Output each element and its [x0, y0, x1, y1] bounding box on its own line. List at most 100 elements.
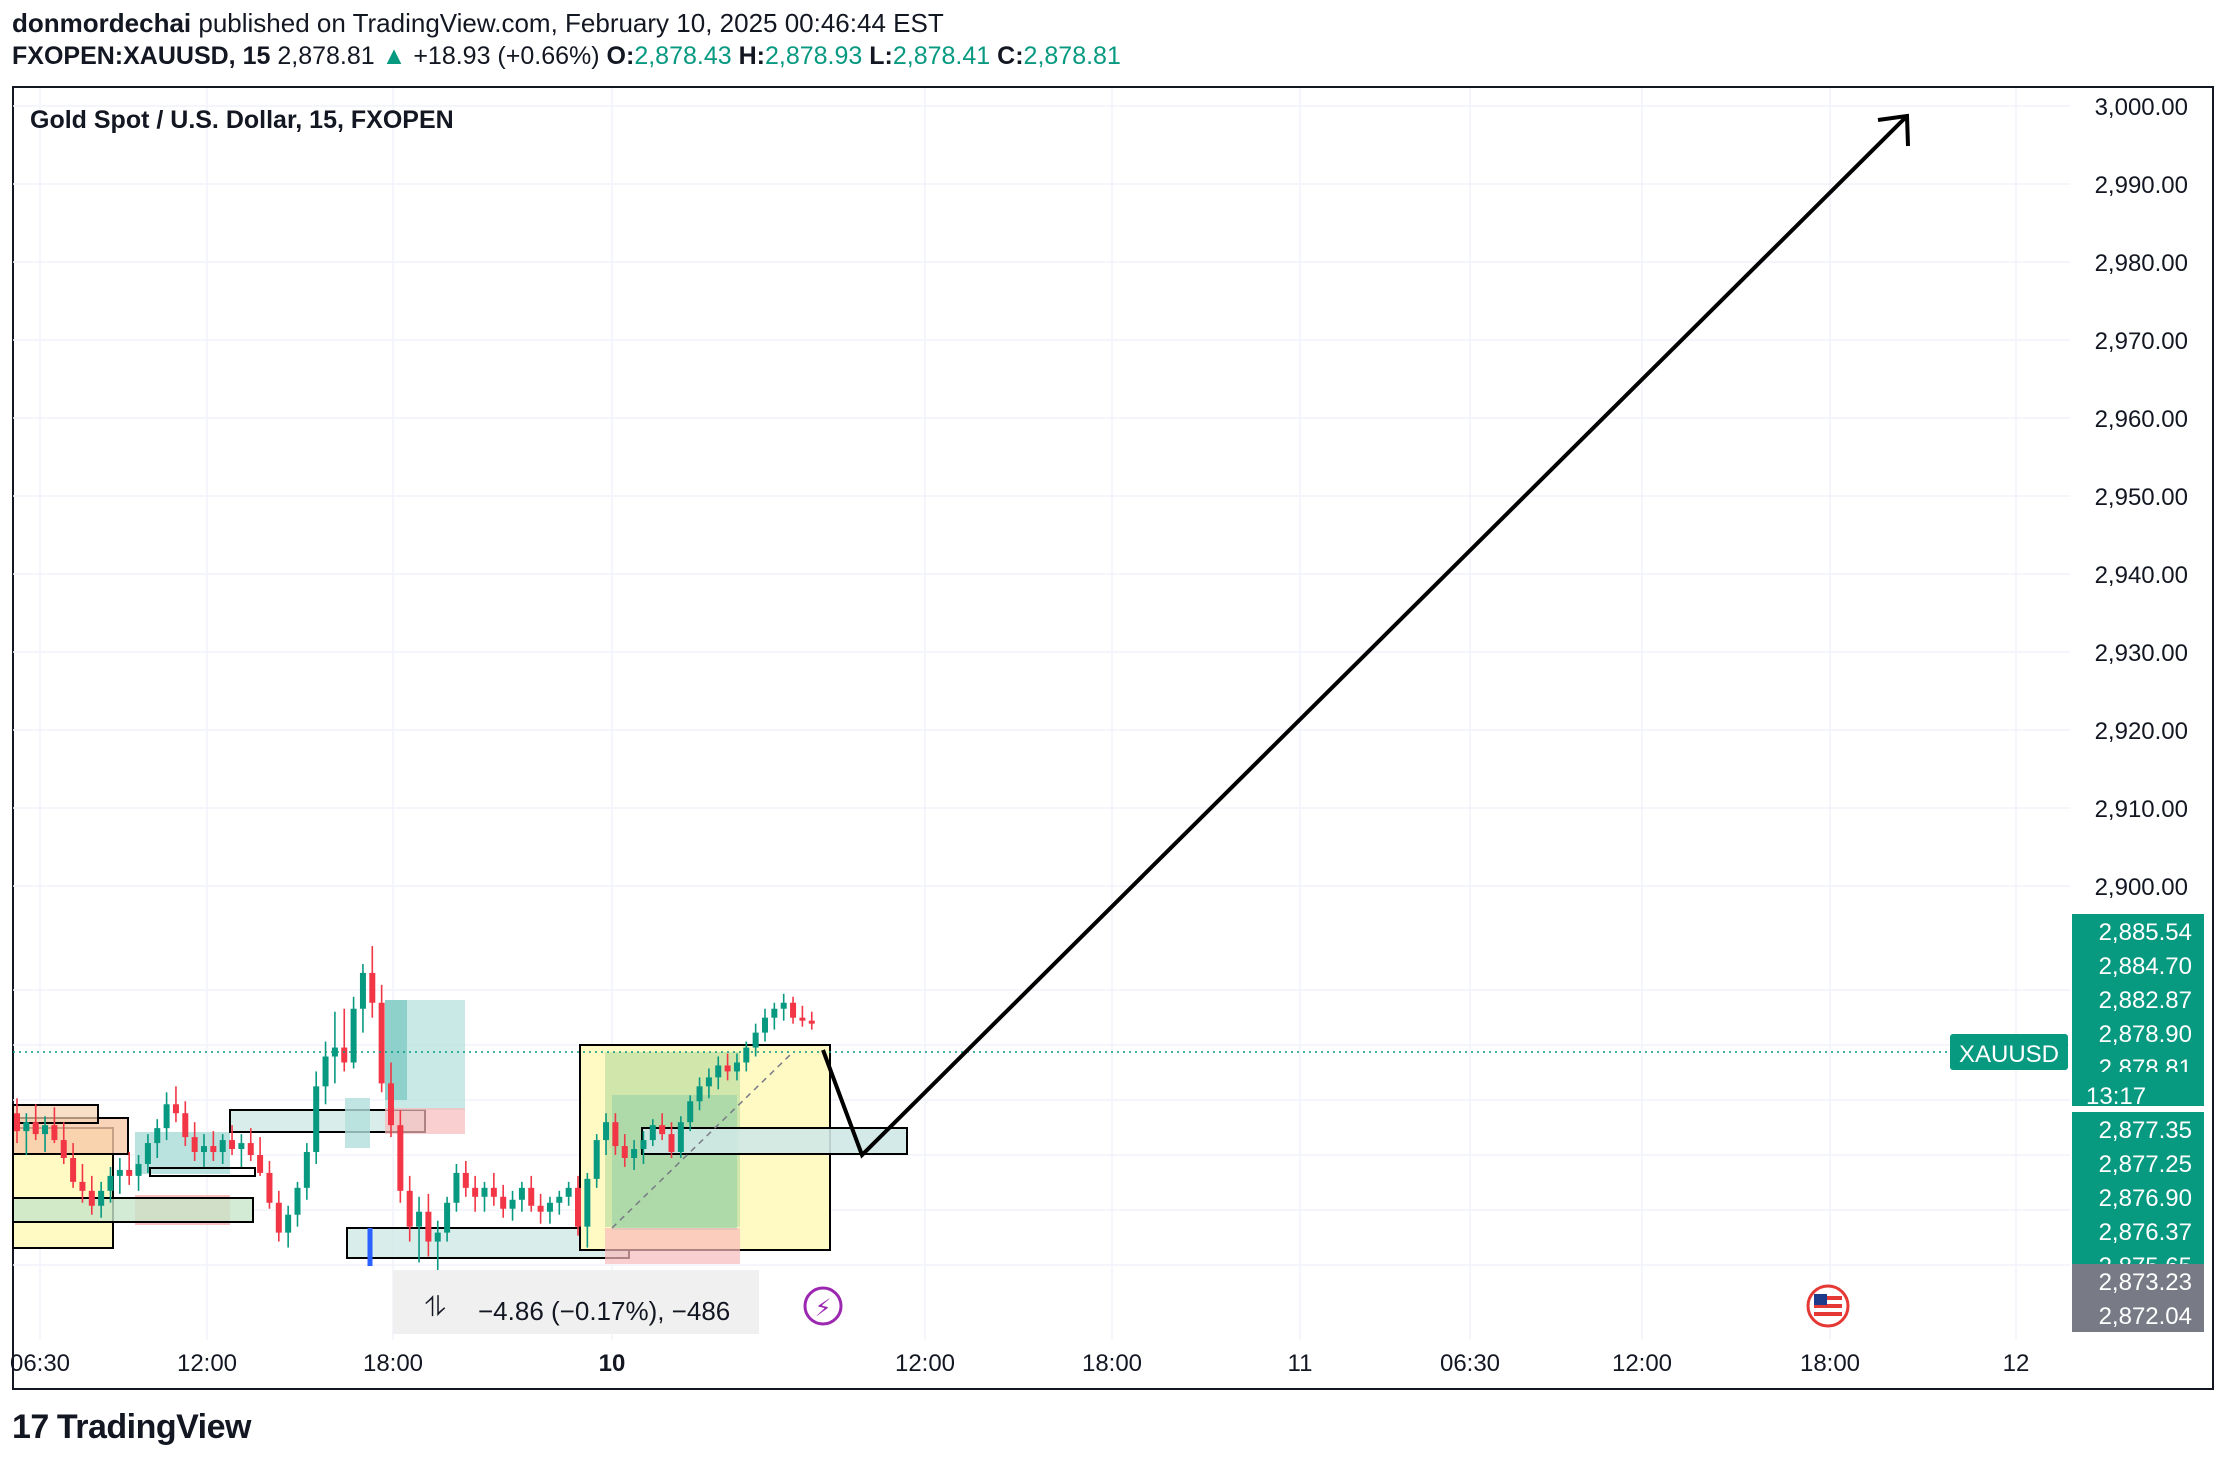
- gray-tag-bg: [2072, 1298, 2204, 1332]
- close-value: 2,878.81: [1023, 42, 1121, 70]
- price-tag-bg: [2072, 982, 2204, 1016]
- candle: [322, 1041, 329, 1105]
- price-axis[interactable]: 3,000.00 2,990.00 2,980.00 2,970.00 2,960.00…: [2095, 94, 2188, 901]
- candle: [42, 1116, 49, 1153]
- candle: [687, 1095, 694, 1132]
- candle: [565, 1181, 572, 1206]
- candles-layer: [14, 946, 815, 1272]
- candle: [416, 1196, 423, 1263]
- price-tag-label: 2,882.87: [2099, 987, 2192, 1014]
- candle: [603, 1113, 610, 1156]
- measure-label-box: ⥮ −4.86 (−0.17%), −486: [393, 1270, 759, 1334]
- symbol-label[interactable]: FXOPEN:XAUUSD, 15: [12, 42, 271, 70]
- candle: [201, 1134, 207, 1167]
- candle: [696, 1077, 703, 1111]
- x-tick-label: 18:00: [363, 1350, 423, 1377]
- price-tag-bg: [2072, 1016, 2204, 1050]
- candle: [612, 1113, 619, 1156]
- tradingview-logo[interactable]: 17 TradingView: [12, 1408, 251, 1447]
- y-tick-label: 2,930.00: [2095, 640, 2188, 667]
- y-tick-label: 2,900.00: [2095, 874, 2188, 901]
- candle: [518, 1181, 525, 1212]
- price-tag-label: 13:17: [2086, 1083, 2146, 1110]
- candle: [144, 1134, 151, 1173]
- candle: [275, 1190, 282, 1242]
- candle: [790, 996, 797, 1024]
- candle: [350, 996, 357, 1069]
- high-value: 2,878.93: [764, 42, 863, 70]
- y-tick-label: 2,910.00: [2095, 796, 2188, 823]
- x-tick-label: 12: [2003, 1350, 2030, 1377]
- candle: [715, 1056, 722, 1090]
- candle: [331, 1011, 338, 1084]
- open-value: 2,878.43: [634, 42, 732, 70]
- candle: [677, 1116, 684, 1158]
- time-axis[interactable]: 06:30 12:00 18:00 10 12:00 18:00 11 06:30 12:00 1…: [10, 1350, 2029, 1377]
- candle: [733, 1053, 740, 1081]
- candle: [509, 1190, 516, 1221]
- candle: [238, 1134, 245, 1167]
- x-tick-label: 06:30: [1440, 1350, 1500, 1377]
- trend-dashed-line: [611, 1054, 791, 1229]
- candle: [257, 1137, 264, 1176]
- price-tag-bg: [2072, 1214, 2204, 1248]
- candle: [490, 1172, 497, 1206]
- candle: [472, 1175, 479, 1212]
- price-tag-label: 2,878.90: [2099, 1021, 2192, 1048]
- x-tick-label: 18:00: [1800, 1350, 1860, 1377]
- candle: [481, 1181, 488, 1212]
- symbol-ohlc-line: FXOPEN:XAUUSD, 15 2,878.81 ▲ +18.93 (+0.…: [12, 42, 1121, 71]
- candle: [425, 1193, 432, 1257]
- symbol-tag-label: XAUUSD: [1959, 1041, 2059, 1068]
- candle: [593, 1134, 600, 1188]
- candle: [88, 1175, 95, 1215]
- y-tick-label: 2,950.00: [2095, 484, 2188, 511]
- candle: [444, 1196, 451, 1242]
- low-value: 2,878.41: [892, 42, 991, 70]
- lightning-event-icon[interactable]: ⚡: [803, 1286, 843, 1326]
- candle: [649, 1119, 656, 1147]
- author[interactable]: donmordechai: [12, 8, 192, 38]
- candle: [154, 1119, 161, 1158]
- y-tick-label: 2,980.00: [2095, 250, 2188, 277]
- high-label: H:: [738, 42, 765, 70]
- us-flag-event-icon[interactable]: [1806, 1284, 1850, 1328]
- candle: [294, 1181, 301, 1227]
- price-tag-label: 2,876.90: [2099, 1185, 2192, 1212]
- candle: [434, 1220, 441, 1272]
- up-triangle-icon: ▲: [381, 42, 407, 70]
- zone-rect: [345, 1098, 370, 1148]
- candle: [668, 1122, 675, 1158]
- candle: [313, 1071, 320, 1164]
- y-tick-label: 2,920.00: [2095, 718, 2188, 745]
- y-tick-label: 2,970.00: [2095, 328, 2188, 355]
- zone-rect: [605, 1228, 740, 1264]
- close-label: C:: [997, 42, 1024, 70]
- change-value: +18.93 (+0.66%): [413, 42, 600, 70]
- zone-rect: [385, 1108, 465, 1134]
- arrow-head-icon: [1877, 113, 1910, 147]
- candle: [575, 1175, 581, 1236]
- candle: [116, 1157, 123, 1194]
- candle: [60, 1122, 67, 1164]
- candle: [14, 1098, 20, 1144]
- x-tick-label: 10: [599, 1350, 626, 1377]
- zone-rect: [612, 1095, 737, 1230]
- x-tick-label: 06:30: [10, 1350, 70, 1377]
- y-tick-label: 2,940.00: [2095, 562, 2188, 589]
- x-tick-label: 12:00: [1612, 1350, 1672, 1377]
- candle: [182, 1101, 189, 1147]
- candle: [247, 1128, 254, 1161]
- y-tick-label: 3,000.00: [2095, 94, 2188, 121]
- candle: [771, 1002, 778, 1030]
- publish-info: donmordechai published on TradingView.co…: [12, 8, 944, 39]
- tradingview-mark-icon: 17: [12, 1408, 49, 1446]
- candle: [266, 1160, 273, 1209]
- candle: [23, 1113, 30, 1156]
- x-tick-label: 12:00: [177, 1350, 237, 1377]
- zone-rect: [12, 1104, 99, 1124]
- projection-arrow[interactable]: [821, 116, 1907, 1159]
- price-tag-bg: [2072, 948, 2204, 982]
- candle: [70, 1143, 77, 1188]
